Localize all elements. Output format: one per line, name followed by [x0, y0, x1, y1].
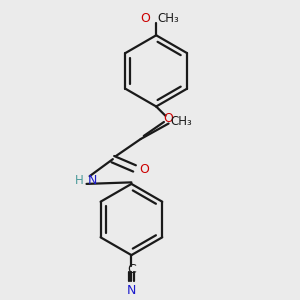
Text: O: O	[139, 164, 149, 176]
Text: H: H	[75, 174, 83, 187]
Text: N: N	[88, 174, 98, 187]
Text: O: O	[164, 112, 173, 125]
Text: N: N	[127, 284, 136, 297]
Text: O: O	[140, 12, 150, 25]
Text: CH₃: CH₃	[158, 12, 179, 25]
Text: CH₃: CH₃	[170, 116, 192, 128]
Text: C: C	[127, 262, 136, 275]
